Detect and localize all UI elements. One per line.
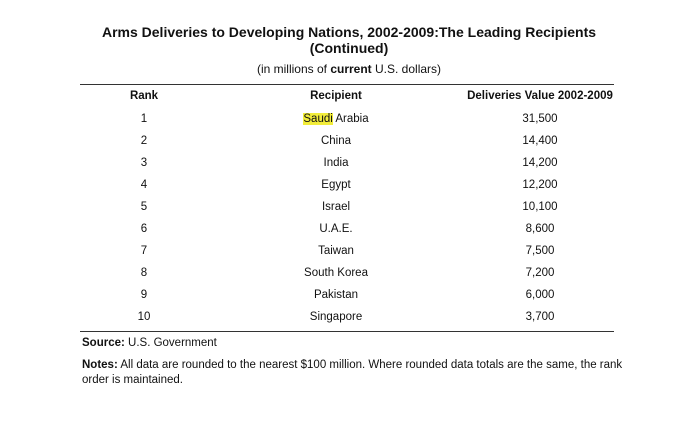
value-cell: 14,200 [522, 157, 558, 169]
value-cell: 14,400 [522, 135, 558, 147]
table-subtitle: (in millions of current U.S. dollars) [0, 62, 698, 77]
value-cell: 3,700 [525, 311, 555, 323]
recipient-cell: Singapore [309, 311, 363, 323]
recipient-cell: Egypt [321, 179, 351, 191]
value-cell: 6,000 [525, 289, 555, 301]
source-text: U.S. Government [124, 337, 217, 349]
subtitle-suffix: U.S. dollars) [371, 62, 442, 76]
rank-cell: 5 [140, 201, 148, 213]
value-cell: 12,200 [522, 179, 558, 191]
rank-cell: 10 [137, 311, 151, 323]
recipient-cell: China [320, 135, 352, 147]
table-title: Arms Deliveries to Developing Nations, 2… [101, 24, 597, 40]
subtitle-prefix: (in millions of [256, 62, 331, 76]
rank-cell: 2 [140, 135, 148, 147]
notes: Notes: All data are rounded to the neare… [82, 358, 632, 388]
source-note: Source: U.S. Government [82, 336, 217, 351]
rank-cell: 8 [140, 267, 148, 279]
recipient-cell: South Korea [304, 267, 368, 279]
recipient-cell: India [323, 157, 349, 169]
recipient-cell: Israel [321, 201, 351, 213]
notes-text: All data are rounded to the nearest $100… [82, 359, 623, 386]
recipient-cell: Taiwan [318, 245, 354, 257]
value-cell: 8,600 [525, 223, 555, 235]
recipient-cell: Saudi Arabia [250, 111, 422, 127]
table-row: 1 Saudi Arabia 31,500 [0, 111, 698, 133]
table-top-rule [80, 84, 614, 85]
table-row: 8 South Korea 7,200 [0, 265, 698, 287]
table-row: 9 Pakistan 6,000 [0, 287, 698, 309]
recipient-cell: U.A.E. [319, 223, 353, 235]
value-cell: 10,100 [522, 201, 558, 213]
value-cell: 7,200 [525, 267, 555, 279]
rank-cell: 6 [140, 223, 148, 235]
header-recipient: Recipient [310, 90, 362, 102]
rank-cell: 4 [140, 179, 148, 191]
search-highlight[interactable]: Saudi [303, 113, 333, 125]
value-cell: 31,500 [522, 113, 558, 125]
value-cell: 7,500 [525, 245, 555, 257]
rank-cell: 1 [140, 113, 148, 125]
table-row: 4 Egypt 12,200 [0, 177, 698, 199]
rank-cell: 9 [140, 289, 148, 301]
table-row: 3 India 14,200 [0, 155, 698, 177]
header-value: Deliveries Value 2002-2009 [467, 90, 613, 102]
rank-cell: 7 [140, 245, 148, 257]
subtitle-emphasis: current [330, 62, 372, 76]
table-row: 7 Taiwan 7,500 [0, 243, 698, 265]
rank-cell: 3 [140, 157, 148, 169]
table-row: 2 China 14,400 [0, 133, 698, 155]
recipient-text: Arabia [332, 113, 369, 125]
table-row: 6 U.A.E. 8,600 [0, 221, 698, 243]
header-rank: Rank [129, 90, 159, 102]
table-row: 5 Israel 10,100 [0, 199, 698, 221]
source-label: Source: [82, 337, 125, 349]
table-title-continued: (Continued) [309, 40, 389, 56]
recipient-cell: Pakistan [313, 289, 359, 301]
table-row: 10 Singapore 3,700 [0, 309, 698, 331]
notes-label: Notes: [82, 359, 118, 371]
table-bottom-rule [80, 331, 614, 332]
